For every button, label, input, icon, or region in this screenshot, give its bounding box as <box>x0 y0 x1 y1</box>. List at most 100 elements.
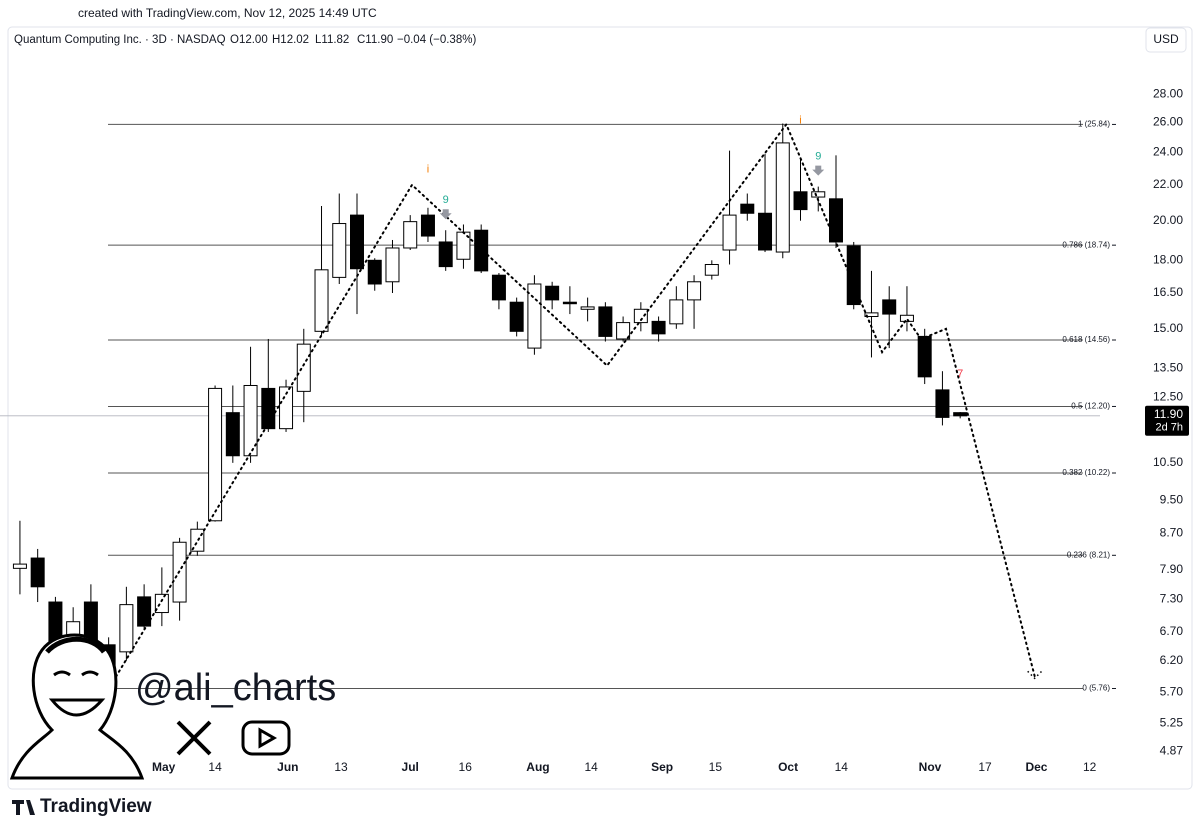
x-tick-label: May <box>152 760 176 774</box>
candle-body <box>687 281 702 301</box>
candle-body <box>899 314 914 322</box>
candle-body <box>740 203 755 214</box>
currency-button[interactable] <box>1145 27 1187 53</box>
candle-body <box>793 191 808 211</box>
x-tick-label: Sep <box>651 760 673 774</box>
candle-body <box>314 269 329 332</box>
countdown: 2d 7h <box>1155 422 1183 434</box>
y-tick-label: 5.70 <box>1160 685 1184 699</box>
td-marker: 9 <box>443 194 449 206</box>
candle-body <box>651 320 666 335</box>
candle-body <box>616 322 631 340</box>
x-icon <box>176 720 212 756</box>
fib-label: 0.618 (14.56) <box>1062 335 1110 344</box>
projection-arrow <box>1027 670 1043 680</box>
candle-body <box>154 593 169 614</box>
y-tick-label: 7.90 <box>1160 562 1184 576</box>
ohlc-close: C11.90 <box>357 34 393 46</box>
y-tick-label: 15.00 <box>1153 321 1183 335</box>
ohlc-high: H12.02 <box>272 34 309 46</box>
y-tick-label: 6.70 <box>1160 624 1184 638</box>
y-tick-label: 28.00 <box>1153 86 1183 100</box>
x-tick-label: Nov <box>919 760 942 774</box>
watermark-group: @ali_charts <box>9 633 336 780</box>
ohlc-change: −0.04 (−0.38%) <box>397 34 476 46</box>
currency[interactable]: USD <box>1153 32 1179 46</box>
fib-label: 0.5 (12.20) <box>1071 402 1110 411</box>
candle-body <box>633 308 648 324</box>
candle-body <box>12 563 27 569</box>
td-marker: i <box>427 164 429 176</box>
youtube-icon <box>241 720 291 756</box>
ohlc-open: O12.00 <box>230 34 268 46</box>
candle-body <box>438 241 453 268</box>
candle-body <box>598 306 613 337</box>
avatar-hair <box>45 636 107 654</box>
candle-body <box>474 229 489 272</box>
candle-body <box>367 259 382 285</box>
y-tick-label: 12.50 <box>1153 389 1183 403</box>
candle-body <box>208 387 223 522</box>
candle-body <box>527 283 542 349</box>
watermark-handle: @ali_charts <box>135 667 336 709</box>
td-marker: 7 <box>957 368 963 380</box>
candle-body <box>137 596 152 627</box>
candle-body <box>30 557 45 588</box>
y-tick-label: 18.00 <box>1153 252 1183 266</box>
candle-body <box>935 389 950 418</box>
td-arrow <box>439 209 452 220</box>
price-label-box <box>1145 405 1189 436</box>
candle-body <box>119 604 134 653</box>
candle-body <box>704 263 719 276</box>
candle-body <box>332 223 347 278</box>
candle-body <box>811 191 826 198</box>
y-tick-label: 24.00 <box>1153 144 1183 158</box>
candle-body <box>828 198 843 243</box>
x-tick-label: 15 <box>709 760 723 774</box>
y-tick-label: 7.30 <box>1160 592 1184 606</box>
fib-label: 0.786 (18.74) <box>1062 240 1110 249</box>
x-tick-label: 12 <box>1083 760 1097 774</box>
candle-body <box>722 214 737 251</box>
symbol-title: Quantum Computing Inc. · 3D · NASDAQ <box>14 34 226 46</box>
fib-label: 0.382 (10.22) <box>1062 468 1110 477</box>
credit: created with TradingView.com, Nov 12, 20… <box>78 6 377 20</box>
x-tick-label: 14 <box>208 760 222 774</box>
candle-body <box>261 387 276 430</box>
td-arrow <box>812 165 825 176</box>
y-tick-label: 10.50 <box>1153 455 1183 469</box>
youtube-play <box>258 727 278 749</box>
candle-body <box>403 221 418 249</box>
candle-body <box>279 386 294 430</box>
candle-body <box>917 335 932 378</box>
y-tick-label: 5.25 <box>1160 715 1184 729</box>
avatar-grin <box>48 698 106 717</box>
x-tick-label: 16 <box>459 760 473 774</box>
y-tick-label: 6.20 <box>1160 653 1184 667</box>
ohlc-low: L11.82 <box>315 34 349 46</box>
y-tick-label: 8.70 <box>1160 526 1184 540</box>
candle-body <box>669 299 684 325</box>
candle-body <box>420 214 435 237</box>
td-marker: 9 <box>815 151 821 163</box>
fib-label: 1 (25.84) <box>1078 120 1110 129</box>
y-tick-label: 22.00 <box>1153 177 1183 191</box>
y-tick-label: 20.00 <box>1153 213 1183 227</box>
x-tick-label: Aug <box>526 760 549 774</box>
candle-body <box>864 312 879 317</box>
price-label: 11.90 <box>1154 407 1183 421</box>
candle-body <box>491 274 506 301</box>
x-tick-label: 13 <box>334 760 348 774</box>
candle-body <box>580 306 595 310</box>
td-marker: i <box>799 114 801 126</box>
panel-border <box>7 26 1193 790</box>
x-tick-label: 14 <box>835 760 849 774</box>
candle-body <box>758 212 773 251</box>
candle-body <box>882 299 897 315</box>
x-tick-label: 14 <box>584 760 598 774</box>
logo-mark <box>12 800 35 815</box>
candle-body <box>350 214 365 270</box>
y-tick-label: 13.50 <box>1153 361 1183 375</box>
